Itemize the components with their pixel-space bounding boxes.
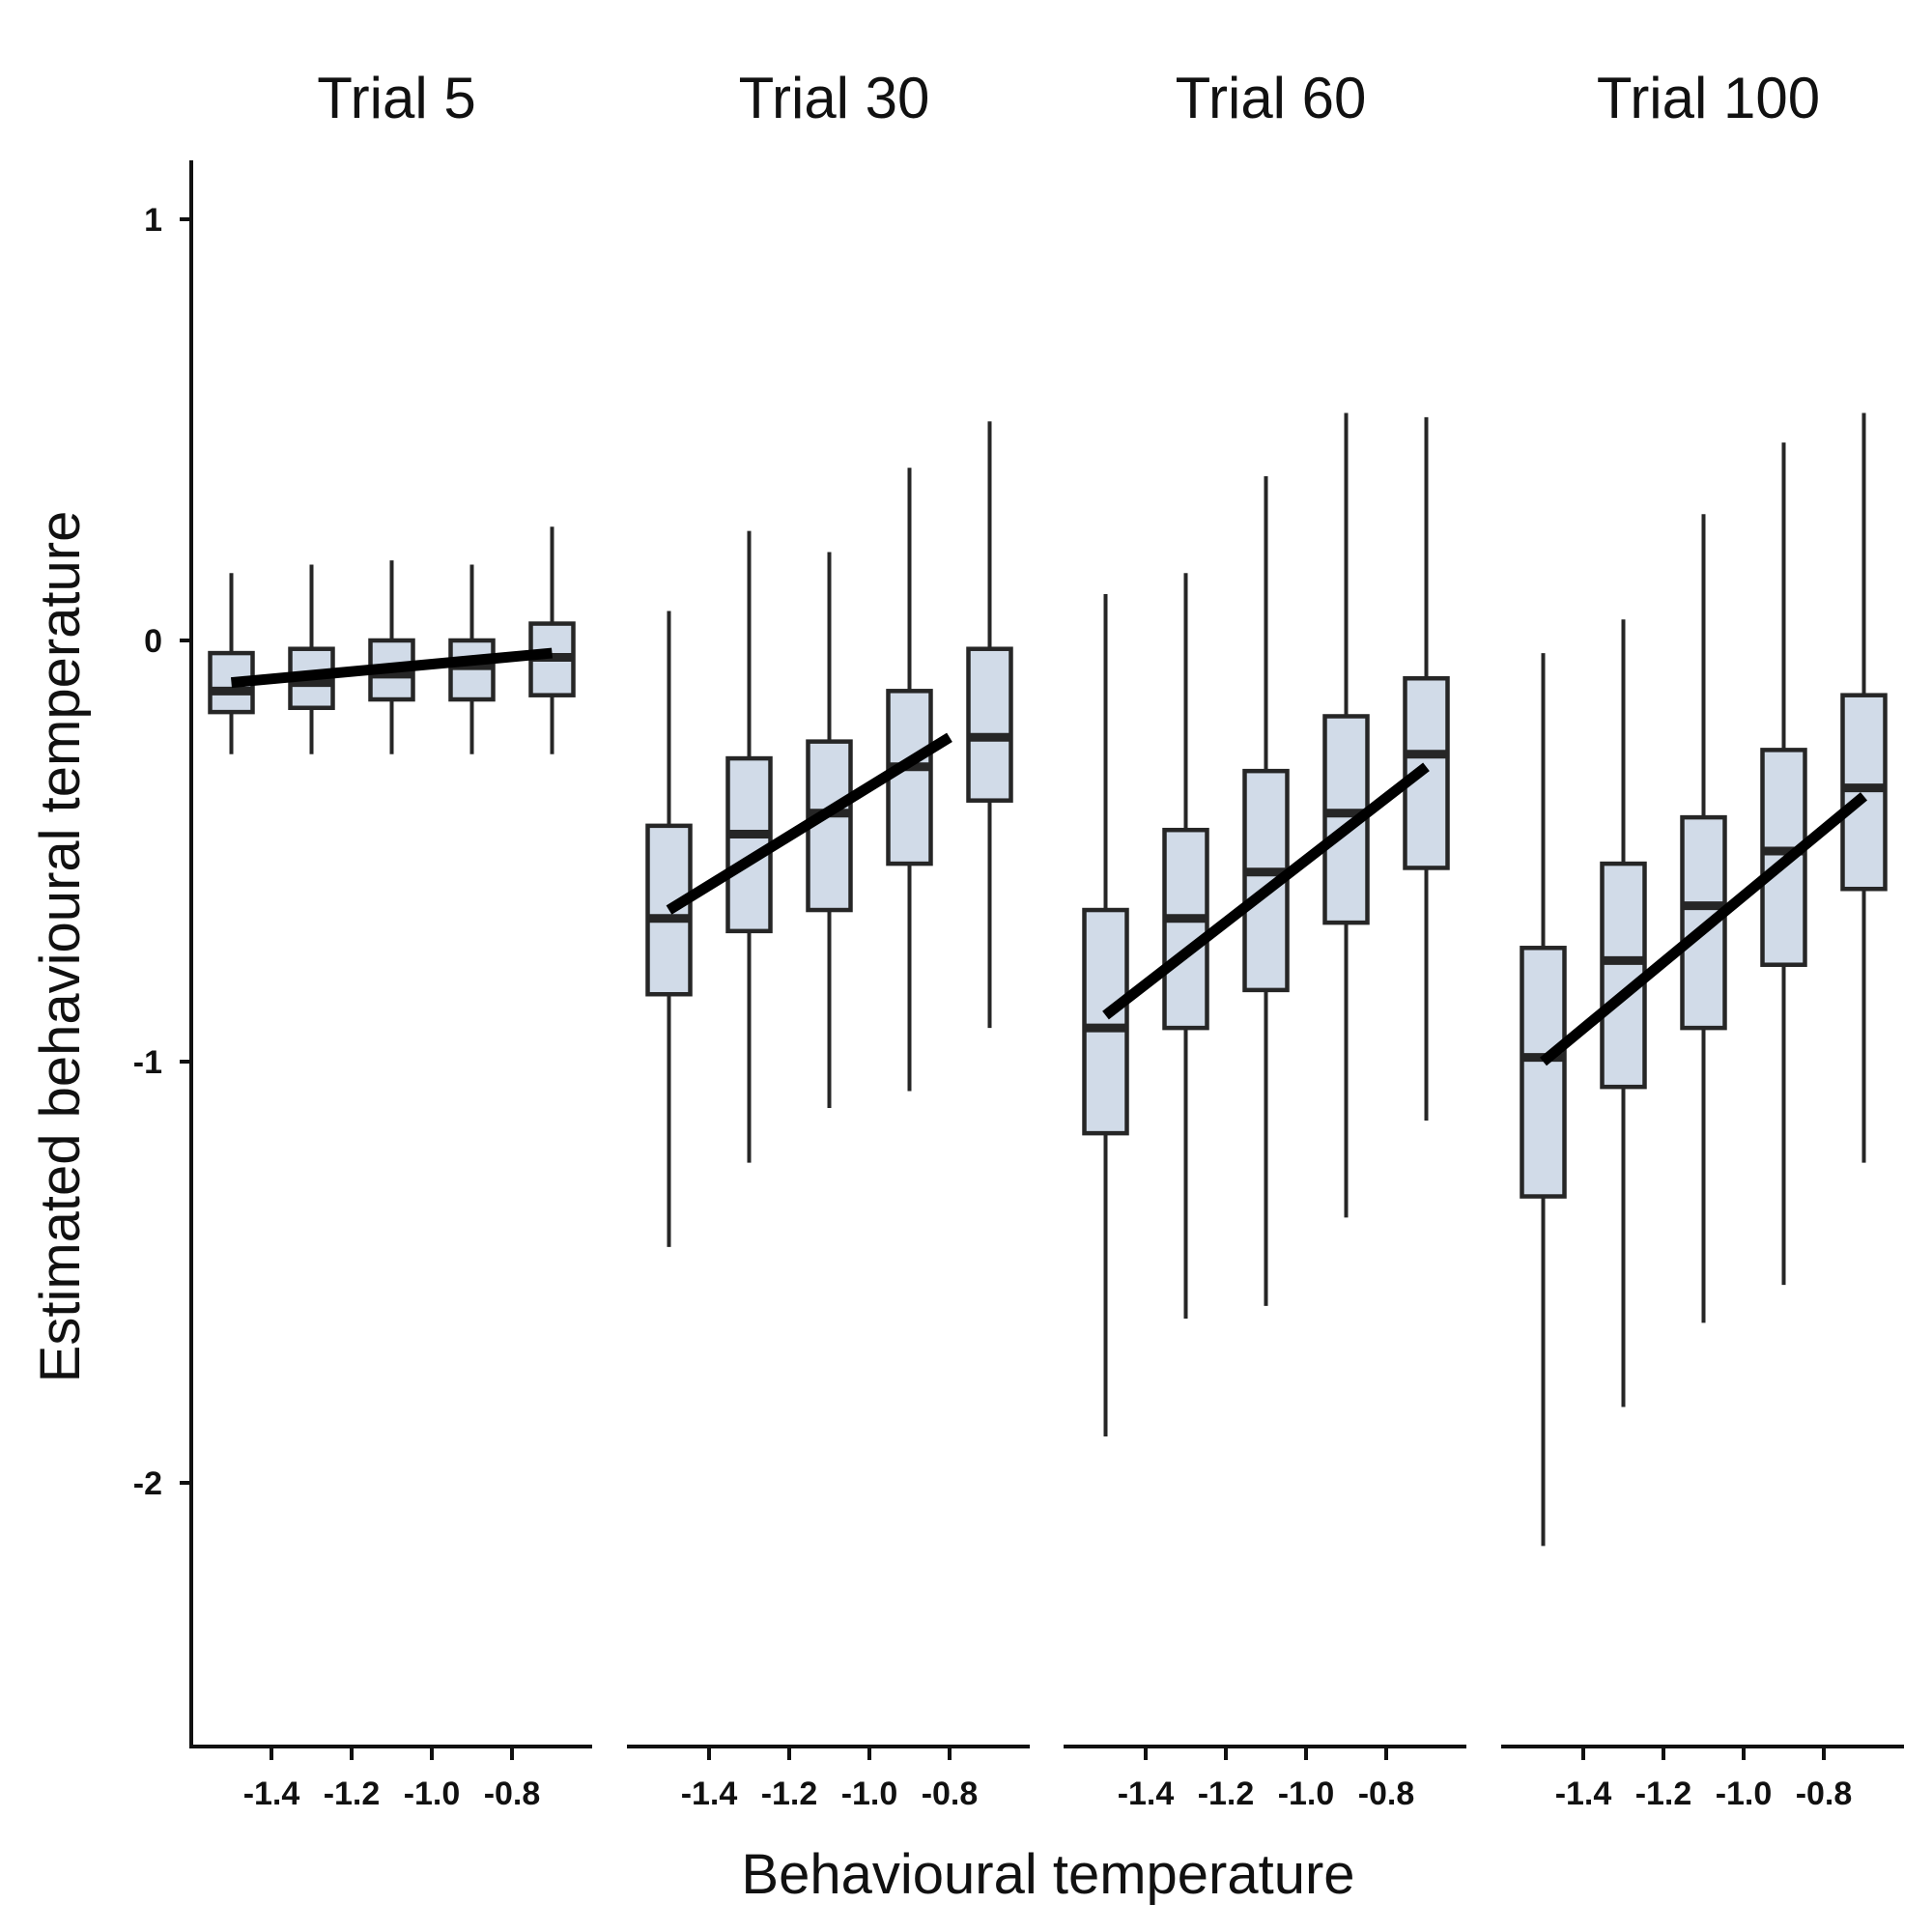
x-tick-label: -1.0 xyxy=(1278,1776,1335,1812)
x-tick-label: -1.0 xyxy=(404,1776,461,1812)
box-group xyxy=(966,421,1013,1029)
box-group xyxy=(368,560,415,754)
y-tick-label: 1 xyxy=(144,202,162,239)
x-tick-label: -1.4 xyxy=(1118,1776,1175,1812)
panel-4: Trial 100 -1.4 -1.2 -1.0 -0.8 xyxy=(1501,66,1904,1812)
box-group xyxy=(806,552,853,1108)
y-tick-label: 0 xyxy=(144,623,162,660)
box-group xyxy=(288,564,335,754)
panel-title: Trial 30 xyxy=(739,66,930,130)
x-tick-label: -1.0 xyxy=(841,1776,898,1812)
panel-1: Trial 5 -1.4 -1.2 -1.0 -0.8 xyxy=(189,66,592,1812)
x-tick-label: -1.4 xyxy=(681,1776,738,1812)
x-tick-label: -1.2 xyxy=(1635,1776,1692,1812)
box-group xyxy=(1520,653,1567,1547)
box-group xyxy=(645,611,693,1247)
x-tick-label: -1.2 xyxy=(1198,1776,1255,1812)
box-iqr xyxy=(1082,907,1129,1136)
x-tick-label: -0.8 xyxy=(484,1776,541,1812)
x-tick-label: -1.4 xyxy=(1555,1776,1612,1812)
x-tick-label: -0.8 xyxy=(922,1776,979,1812)
box-iqr xyxy=(1162,827,1209,1031)
panel-2: Trial 30 -1.4 -1.2 -1.0 -0.8 xyxy=(627,66,1030,1812)
y-axis-title: Estimated behavioural temperature xyxy=(29,511,92,1383)
box-iqr xyxy=(966,646,1013,803)
panel-title: Trial 60 xyxy=(1176,66,1367,130)
x-axis-title: Behavioural temperature xyxy=(741,1843,1354,1906)
x-tick-label: -1.2 xyxy=(324,1776,381,1812)
trend-line xyxy=(666,732,952,915)
x-tick-label: -1.4 xyxy=(243,1776,300,1812)
y-tick-label: -2 xyxy=(133,1465,162,1502)
box-iqr xyxy=(725,755,773,934)
box-iqr xyxy=(1600,861,1647,1090)
box-iqr xyxy=(886,689,933,867)
trend-line xyxy=(1102,762,1430,1020)
box-group xyxy=(208,573,255,754)
x-tick-label: -0.8 xyxy=(1358,1776,1415,1812)
box-group xyxy=(528,526,576,754)
x-tick-label: -1.2 xyxy=(761,1776,818,1812)
box-group xyxy=(1840,412,1888,1163)
box-group xyxy=(1082,594,1129,1437)
trend-line xyxy=(230,647,554,689)
box-group xyxy=(1162,573,1209,1319)
x-tick-label: -1.0 xyxy=(1716,1776,1773,1812)
box-iqr xyxy=(1520,946,1567,1199)
panel-title: Trial 5 xyxy=(317,66,475,130)
box-iqr xyxy=(645,823,693,997)
y-axis: 1 0 -1 -2 xyxy=(133,159,193,1747)
trend-line xyxy=(1539,792,1868,1066)
y-tick-label: -1 xyxy=(133,1044,162,1081)
panel-3: Trial 60 -1.4 -1.2 -1.0 -0.8 xyxy=(1064,66,1466,1812)
panel-title: Trial 100 xyxy=(1597,66,1820,130)
box-group xyxy=(886,468,933,1092)
x-tick-label: -0.8 xyxy=(1796,1776,1853,1812)
